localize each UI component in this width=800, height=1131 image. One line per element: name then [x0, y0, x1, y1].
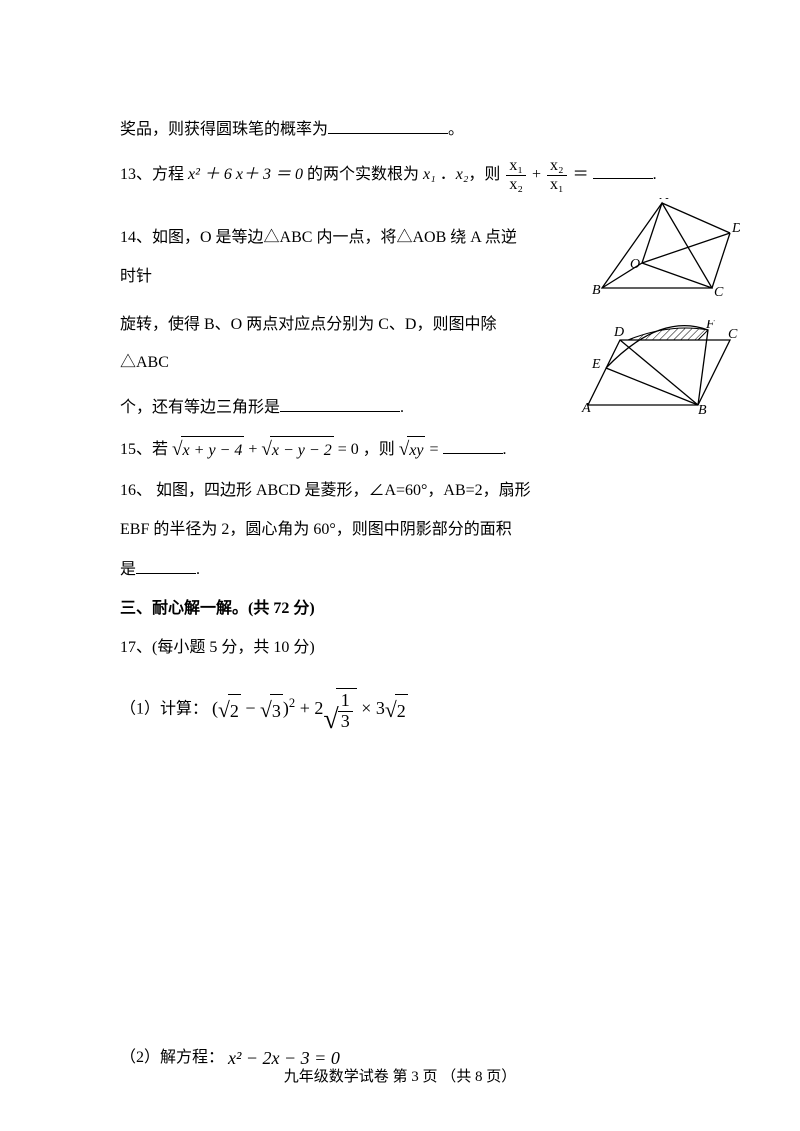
q13-eq: x² ＋ 6 x＋ 3 ＝ 0 — [188, 166, 307, 183]
footer-text: 九年级数学试卷 第 3 页 （共 8 页） — [284, 1069, 517, 1085]
q15-sqrt2: x − y − 2 — [261, 433, 333, 468]
q13-x1: x₁ — [423, 166, 436, 183]
tri-label-C: C — [714, 285, 724, 298]
q15-blank — [443, 434, 503, 453]
q15-eq2: = — [429, 441, 442, 458]
q13-dot: ． — [436, 166, 456, 183]
q13-blank — [593, 160, 653, 179]
q13-then: ，则 — [468, 166, 504, 183]
q14-line1b: 旋转，使得 B、O 两点对应点分别为 C、D，则图中除△ABC — [120, 306, 520, 383]
q14-blank — [280, 393, 400, 412]
q12-tail: 奖品，则获得圆珠笔的概率为 。 — [120, 115, 710, 145]
q15: 15、若 x + y − 4 + x − y − 2 = 0 ，则 xy = . — [120, 433, 535, 468]
rh-label-B: B — [698, 403, 707, 415]
page-footer: 九年级数学试卷 第 3 页 （共 8 页） — [0, 1064, 800, 1091]
q15-prefix: 15、若 — [120, 441, 168, 458]
section3-header: 三、耐心解一解。(共 72 分) — [120, 595, 710, 624]
tri-label-A: A — [659, 198, 669, 203]
q13-eq2: ＝ — [569, 166, 593, 183]
q16-end: . — [196, 561, 200, 578]
q16-line2: EBF 的半径为 2，圆心角为 60°，则图中阴影部分的面积 — [120, 516, 535, 545]
q17-part1: （1）计算： (2 − 3)2 + 2√13 × 32 — [120, 688, 710, 732]
q15-r1: x + y − 4 — [181, 436, 245, 466]
tri-label-B: B — [592, 283, 601, 298]
q13: 13、方程 x² ＋ 6 x＋ 3 ＝ 0 的两个实数根为 x₁ ．x₂，则 x… — [120, 157, 710, 193]
q15-sqrt3: xy — [399, 433, 426, 468]
q17-p1-label: （1）计算： — [120, 701, 208, 718]
tri-label-D: D — [731, 221, 740, 236]
q12-text: 奖品，则获得圆珠笔的概率为 — [120, 121, 328, 138]
q14-line2: 个，还有等边三角形是 — [120, 399, 280, 416]
q15-eq: = 0 ，则 — [338, 441, 395, 458]
q13-f2d: x₁ — [547, 176, 567, 194]
q12-period: 。 — [448, 121, 464, 138]
q15-plus: + — [248, 441, 261, 458]
figure-rhombus: A B C D E F — [580, 320, 740, 415]
q17-p1-expr: (2 − 3)2 + 2√13 × 32 — [212, 688, 408, 732]
tri-label-O: O — [630, 257, 640, 272]
q13-end: . — [653, 166, 657, 183]
figure-triangle: A B C D O — [590, 198, 740, 298]
q16-line3: 是 — [120, 561, 136, 578]
q12-blank — [328, 115, 448, 134]
q13-frac2: x₂x₁ — [547, 157, 567, 193]
q15-r2: x − y − 2 — [270, 436, 334, 466]
rh-label-C: C — [728, 327, 738, 342]
q13-f1n: x₁ — [506, 157, 526, 176]
q13-plus: + — [528, 166, 545, 183]
q13-x2: x₂ — [456, 166, 469, 183]
q14-line1a: 14、如图，O 是等边△ABC 内一点，将△AOB 绕 A 点逆时针 — [120, 219, 520, 296]
q16-line1: 16、 如图，四边形 ABCD 是菱形，∠A=60°，AB=2，扇形 — [120, 477, 535, 506]
rh-label-E: E — [591, 357, 601, 372]
q13-f2n: x₂ — [547, 157, 567, 176]
rh-label-F: F — [705, 320, 715, 332]
q15-sqrt1: x + y − 4 — [172, 433, 244, 468]
q14-end: . — [400, 399, 404, 416]
q15-r3: xy — [407, 436, 425, 466]
q16-blank — [136, 555, 196, 574]
q13-prefix: 13、方程 — [120, 166, 188, 183]
q15-end: . — [503, 441, 507, 458]
q13-f1d: x₂ — [506, 176, 526, 194]
rh-label-A: A — [581, 401, 591, 415]
q13-mid: 的两个实数根为 — [307, 166, 423, 183]
rh-label-D: D — [613, 325, 624, 340]
q16-line3-wrap: 是. — [120, 555, 535, 585]
q17-header: 17、(每小题 5 分，共 10 分) — [120, 634, 710, 663]
q13-frac1: x₁x₂ — [506, 157, 526, 193]
